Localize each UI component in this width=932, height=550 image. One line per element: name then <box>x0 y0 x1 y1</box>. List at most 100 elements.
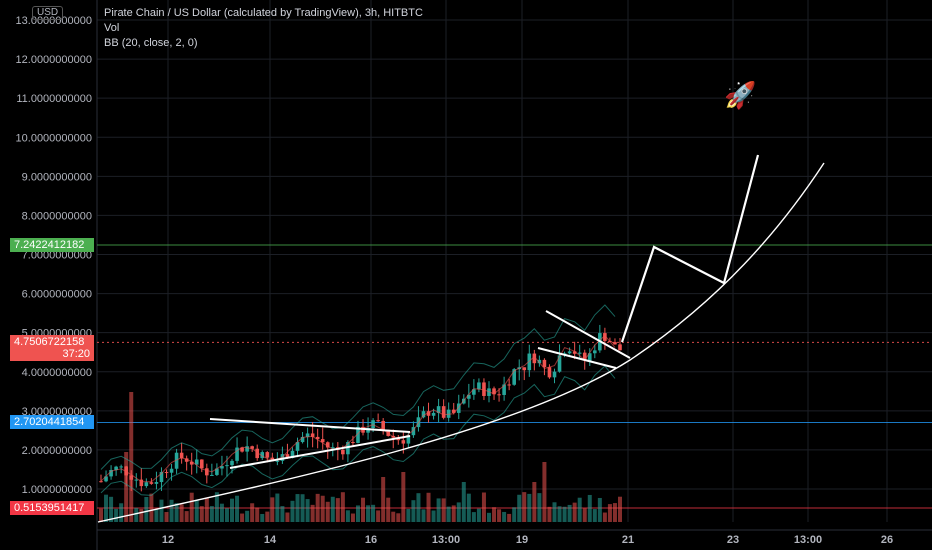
y-tick-label: 6.0000000000 <box>22 289 92 301</box>
volume-bar <box>320 495 325 522</box>
volume-bar <box>325 501 330 522</box>
currency-badge[interactable]: USD <box>32 6 64 20</box>
volume-bar <box>154 508 159 522</box>
candle-body <box>522 367 527 371</box>
candle-body <box>527 353 532 371</box>
volume-bar <box>532 482 537 522</box>
candle-body <box>144 482 149 487</box>
candle-body <box>552 371 557 378</box>
candle-body <box>381 420 385 430</box>
candle-body <box>290 450 295 459</box>
candle-body <box>134 479 139 481</box>
volume-bar <box>345 510 350 522</box>
candle-body <box>376 420 380 422</box>
volume-bar <box>592 509 597 522</box>
bb-basis <box>100 334 616 483</box>
candle-body <box>240 447 244 452</box>
volume-bar <box>587 494 592 522</box>
volume-bar <box>355 505 360 522</box>
candle-body <box>582 352 587 361</box>
volume-bar <box>139 508 144 522</box>
volume-bar <box>456 502 461 522</box>
candle-body <box>300 436 305 443</box>
candle-body <box>613 342 617 345</box>
indicator-vol[interactable]: Vol <box>104 22 120 34</box>
candle-body <box>305 433 310 437</box>
x-tick-label: 14 <box>264 534 277 546</box>
volume-bar <box>567 504 572 522</box>
volume-bar <box>184 511 189 522</box>
volume-bar <box>416 493 421 522</box>
volume-bar <box>502 511 507 522</box>
volume-bar <box>431 510 436 522</box>
volume-bar <box>199 506 204 522</box>
indicator-bb[interactable]: BB (20, close, 2, 0) <box>104 37 198 49</box>
x-tick-label: 21 <box>622 534 634 546</box>
volume-bar <box>476 508 481 522</box>
candle-body <box>169 468 174 473</box>
candle-body <box>194 459 199 465</box>
price-tag-resistance: 7.2422412182 <box>10 238 94 253</box>
volume-bar <box>492 507 497 522</box>
candle-body <box>99 481 103 483</box>
volume-bar <box>214 492 219 522</box>
candle-body <box>537 359 542 364</box>
candle-body <box>431 412 436 416</box>
volume-bar <box>114 508 119 522</box>
volume-bar <box>290 500 295 522</box>
candle-body <box>230 460 234 466</box>
y-tick-label: 7.0000000000 <box>22 250 92 262</box>
price-tag-low: 0.5153951417 <box>10 500 94 515</box>
candle-body <box>507 384 511 386</box>
candle-body <box>587 353 592 361</box>
candle-body <box>220 466 224 469</box>
candle-body <box>542 359 547 368</box>
candle-body <box>401 440 406 444</box>
candle-body <box>179 452 184 459</box>
volume-bar <box>129 392 134 522</box>
candle-body <box>441 406 446 418</box>
volume-bar <box>386 497 391 522</box>
candle-body <box>341 449 345 455</box>
candle-body <box>320 439 325 443</box>
projection-path <box>620 154 760 343</box>
candle-body <box>325 442 330 448</box>
bb-upper <box>100 304 616 470</box>
volume-bar <box>522 492 527 522</box>
volume-bar <box>109 496 114 522</box>
candle-body <box>421 411 426 418</box>
y-tick-label: 1.0000000000 <box>22 484 92 496</box>
candle-body <box>366 428 370 433</box>
candle-body <box>451 409 456 413</box>
volume-bar <box>421 509 426 522</box>
volume-bar <box>194 499 199 522</box>
candle-body <box>205 468 209 476</box>
candle-body <box>497 394 501 396</box>
volume-bar <box>275 493 280 522</box>
candle-body <box>189 461 194 465</box>
volume-bar <box>577 497 582 522</box>
volume-bar <box>602 512 607 522</box>
candle-body <box>411 427 416 436</box>
pennant-upper <box>545 310 631 359</box>
candle-body <box>149 482 154 484</box>
candle-body <box>436 406 441 413</box>
volume-bar <box>381 477 386 522</box>
y-tick-label: 2.0000000000 <box>22 445 92 457</box>
volume-bar <box>295 494 300 522</box>
volume-bar <box>451 505 456 522</box>
volume-bar <box>99 508 103 522</box>
volume-bar <box>612 503 617 522</box>
candle-body <box>512 369 516 385</box>
volume-bar <box>310 504 315 522</box>
candle-body <box>532 353 537 364</box>
candle-body <box>426 411 431 416</box>
price-tag-current: 4.7506722158 37:20 <box>10 335 94 362</box>
candle-body <box>346 442 350 455</box>
y-tick-label: 8.0000000000 <box>22 210 92 222</box>
volume-bar <box>366 505 371 522</box>
candle-body <box>482 382 486 396</box>
volume-bar <box>497 509 502 522</box>
volume-bar <box>401 472 406 522</box>
